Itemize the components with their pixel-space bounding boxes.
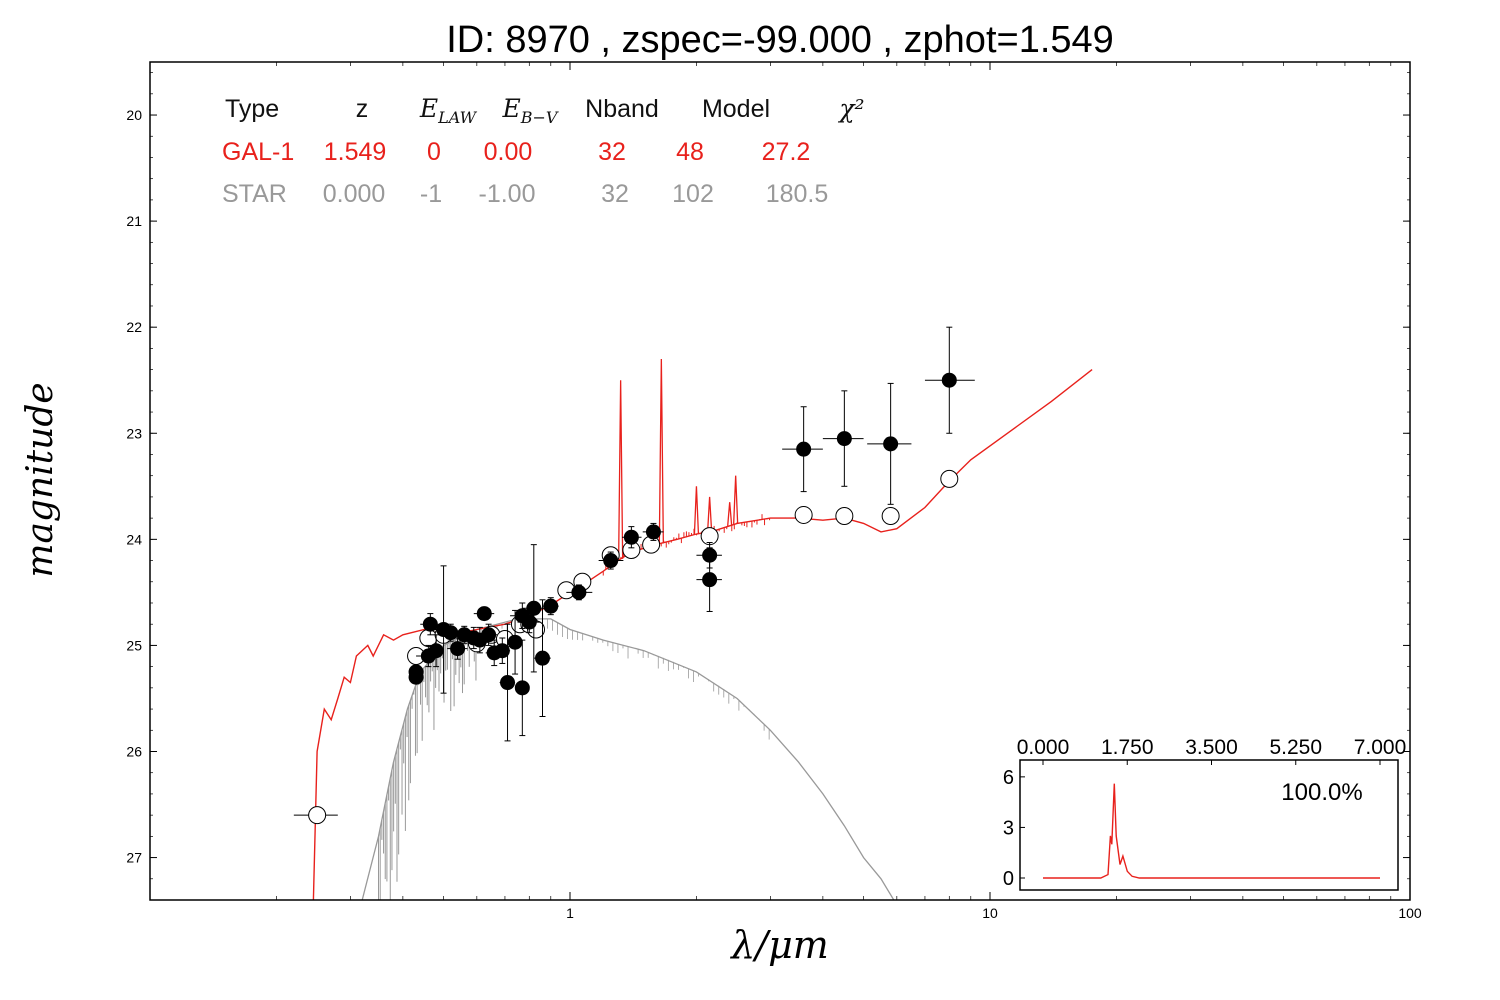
gal-type: GAL-1 xyxy=(222,138,294,166)
observed-point xyxy=(500,675,516,691)
inset-x-tick-label: 1.750 xyxy=(1101,736,1154,759)
observed-point xyxy=(941,372,957,388)
observed-point xyxy=(623,529,639,545)
y-tick-label: 20 xyxy=(126,107,142,123)
model-point xyxy=(794,505,813,524)
star-model: 102 xyxy=(672,180,714,208)
observed-point xyxy=(476,606,492,622)
star-sed-line xyxy=(361,618,895,900)
observed-point xyxy=(443,625,459,641)
y-tick-label: 21 xyxy=(126,213,142,229)
observed-point xyxy=(526,600,542,616)
pdf-inset: 0.000 1.750 3.500 5.250 7.000 0 3 6 100.0% xyxy=(1003,736,1406,891)
inset-x-tick-label: 3.500 xyxy=(1185,736,1238,759)
gal-model: 48 xyxy=(676,138,704,166)
observed-point xyxy=(521,614,537,630)
observed-point xyxy=(571,584,587,600)
observed-point xyxy=(645,524,661,540)
y-tick-label: 23 xyxy=(126,425,142,441)
chart-title: ID: 8970 , zspec=-99.000 , zphot=1.549 xyxy=(446,19,1114,61)
observed-point xyxy=(796,441,812,457)
x-axis-ticks: 1 10 100 xyxy=(276,62,1422,921)
inset-x-tick-label: 5.250 xyxy=(1269,736,1322,759)
inset-pdf-curve xyxy=(1043,783,1380,879)
observed-point xyxy=(450,641,466,657)
gal-nband: 32 xyxy=(598,138,626,166)
observed-point xyxy=(514,680,530,696)
observed-point xyxy=(428,643,444,659)
star-chi2: 180.5 xyxy=(766,180,829,208)
table-header-elaw: ELAW xyxy=(419,94,478,127)
gal-elaw: 0 xyxy=(427,138,441,166)
star-type: STAR xyxy=(222,180,287,208)
photometry-points xyxy=(293,326,975,825)
star-elaw: -1 xyxy=(420,180,442,208)
star-ebv: -1.00 xyxy=(479,180,536,208)
y-tick-label: 26 xyxy=(126,743,142,759)
table-header-type: Type xyxy=(225,95,279,123)
inset-y-tick-label: 0 xyxy=(1003,868,1014,890)
model-point xyxy=(940,469,959,488)
observed-point xyxy=(883,436,899,452)
inset-pdf-line xyxy=(1043,783,1380,879)
model-point xyxy=(835,507,854,526)
galaxy-emission-line xyxy=(727,502,733,526)
table-header-nband: Nband xyxy=(585,95,659,123)
table-header-chi2: χ² xyxy=(837,94,864,123)
galaxy-emission-line xyxy=(693,486,700,535)
inset-probability-label: 100.0% xyxy=(1281,779,1362,806)
observed-point xyxy=(507,634,523,650)
galaxy-emission-line xyxy=(706,496,713,532)
y-tick-label: 27 xyxy=(126,850,142,866)
table-header-model: Model xyxy=(702,95,770,123)
observed-point xyxy=(422,616,438,632)
y-tick-label: 25 xyxy=(126,637,142,653)
inset-x-tick-label: 7.000 xyxy=(1354,736,1407,759)
observed-point xyxy=(534,650,550,666)
model-point xyxy=(881,507,900,526)
table-row-star: STAR 0.000 -1 -1.00 32 102 180.5 xyxy=(222,180,828,208)
x-tick-label: 100 xyxy=(1398,905,1422,921)
observed-point xyxy=(494,643,510,659)
gal-ebv: 0.00 xyxy=(484,138,533,166)
table-row-galaxy: GAL-1 1.549 0 0.00 32 48 27.2 xyxy=(222,138,810,166)
y-tick-label: 22 xyxy=(126,319,142,335)
inset-y-tick-label: 3 xyxy=(1003,817,1014,839)
galaxy-emission-line xyxy=(617,380,624,559)
star-nband: 32 xyxy=(601,180,629,208)
y-axis-label: magnitude xyxy=(20,382,61,577)
observed-point xyxy=(543,598,559,614)
fit-table: Type z ELAW EB−V Nband Model χ² GAL-1 1.… xyxy=(222,94,865,208)
observed-point xyxy=(603,553,619,569)
observed-point xyxy=(702,572,718,588)
x-tick-label: 1 xyxy=(566,905,574,921)
table-header-z: z xyxy=(356,95,369,123)
inset-x-tick-label: 0.000 xyxy=(1017,736,1070,759)
inset-frame xyxy=(1019,759,1399,891)
observed-point xyxy=(408,669,424,685)
y-tick-label: 24 xyxy=(126,531,142,547)
table-header-ebv: EB−V xyxy=(502,94,559,127)
galaxy-emission-line xyxy=(733,475,739,524)
y-axis-ticks: 20 21 22 23 24 25 26 27 xyxy=(126,72,1410,901)
observed-point xyxy=(836,431,852,447)
observed-point xyxy=(481,627,497,643)
x-axis-label: λ/μm xyxy=(729,923,829,967)
gal-chi2: 27.2 xyxy=(762,138,811,166)
inset-y-tick-label: 6 xyxy=(1003,767,1014,789)
x-tick-label: 10 xyxy=(982,905,998,921)
star-z: 0.000 xyxy=(323,180,386,208)
model-point xyxy=(308,806,327,825)
galaxy-emission-line xyxy=(658,359,664,544)
inset-ticks: 0.000 1.750 3.500 5.250 7.000 0 3 6 xyxy=(1003,736,1406,890)
gal-z: 1.549 xyxy=(324,138,387,166)
plot-frame xyxy=(149,61,1411,901)
